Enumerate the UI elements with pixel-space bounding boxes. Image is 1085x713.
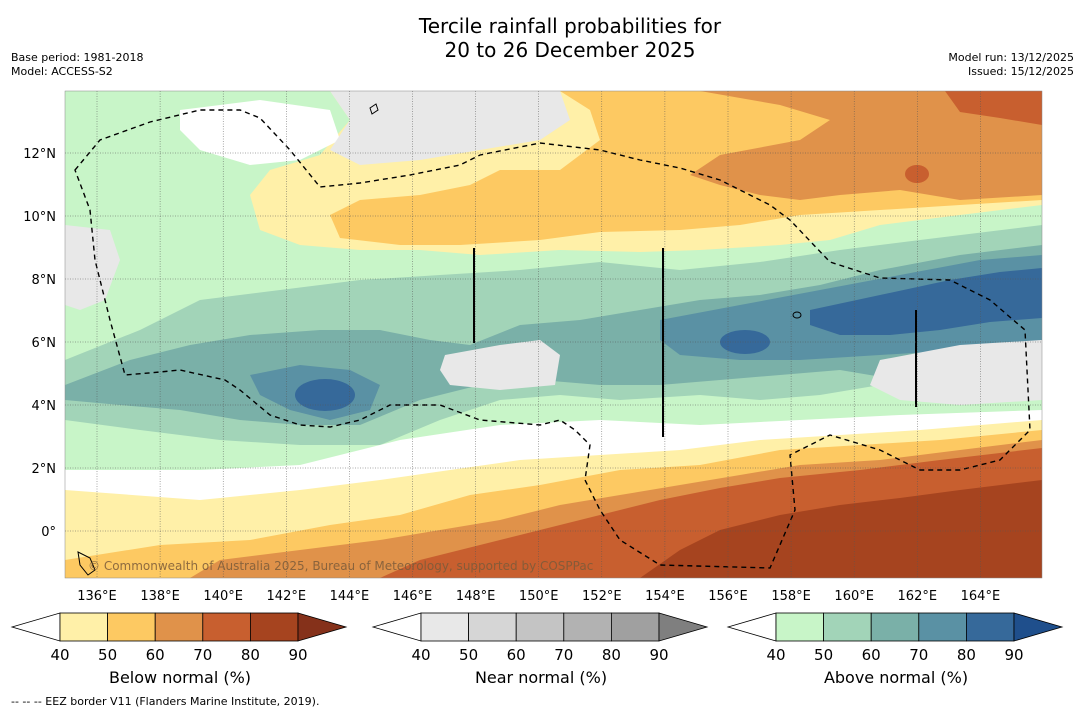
lat-tick-label: 0° (41, 525, 56, 540)
colorbar-tick-label: 50 (98, 646, 117, 664)
colorbar-label-below: Below normal (%) (108, 668, 252, 687)
colorbar-segment (966, 612, 1015, 642)
footnote-eez: -- -- -- EEZ border V11 (Flanders Marine… (11, 695, 320, 708)
colorbar-tick-label: 40 (50, 646, 69, 664)
colorbar-tick-label: 70 (554, 646, 573, 664)
lat-tick-label: 8°N (32, 273, 57, 288)
colorbar-tick-label: 50 (459, 646, 478, 664)
lon-tick-label: 138°E (140, 589, 180, 604)
colorbar-tick-label: 60 (862, 646, 881, 664)
model-name: Model: ACCESS-S2 (11, 65, 113, 78)
region-below-60-north (690, 91, 1042, 200)
lon-tick-label: 150°E (519, 589, 559, 604)
lat-tick-label: 6°N (32, 336, 57, 351)
lon-tick-label: 160°E (834, 589, 874, 604)
meta-right: Model run: 13/12/2025 Issued: 15/12/2025 (948, 51, 1074, 79)
copyright-text: © Commonwealth of Australia 2025, Bureau… (88, 559, 593, 573)
title-line-1: Tercile rainfall probabilities for (418, 14, 722, 38)
colorbar-label-near: Near normal (%) (474, 668, 608, 687)
lat-tick-label: 10°N (23, 210, 56, 225)
model-run: Model run: 13/12/2025 (948, 51, 1074, 64)
region-near-40-mid (440, 340, 560, 390)
eez-border (74, 109, 1031, 569)
lon-tick-label: 144°E (330, 589, 370, 604)
colorbar-segment (420, 612, 469, 642)
probability-field (65, 91, 1042, 578)
region-near-40-west (65, 225, 120, 310)
colorbar-segment (249, 612, 299, 642)
colorbar-tick-label: 60 (146, 646, 165, 664)
lon-tick-label: 148°E (456, 589, 496, 604)
colorbar-segment (918, 612, 967, 642)
region-white-north (180, 100, 340, 165)
issued-date: Issued: 15/12/2025 (967, 65, 1074, 78)
lat-tick-label: 12°N (23, 147, 56, 162)
colorbar-tick-label: 80 (957, 646, 976, 664)
meta-left: Base period: 1981-2018 Model: ACCESS-S2 (11, 51, 143, 79)
colorbar-extend-right (297, 612, 348, 642)
region-near-40-east (870, 340, 1042, 405)
lon-tick-label: 156°E (708, 589, 748, 604)
colorbar-segment (823, 612, 872, 642)
colorbar-layer: 40 50 60 70 80 90 40 50 60 70 80 90 40 50 60 70 80 90 (10, 612, 1064, 664)
colorbar-tick-label: 90 (288, 646, 307, 664)
region-near-40-north (330, 91, 570, 165)
colorbar-tick-label: 90 (1004, 646, 1023, 664)
region-above-80-east (810, 268, 1042, 335)
colorbar-segment (870, 612, 920, 642)
colorbar-tick-label: 40 (766, 646, 785, 664)
colorbar-tick-label: 80 (602, 646, 621, 664)
colorbar-extend-right (1013, 612, 1064, 642)
colorbar-extend-left (371, 612, 422, 642)
colorbar-segment (563, 612, 612, 642)
map-title: Tercile rainfall probabilities for 20 to… (0, 14, 1085, 62)
title-line-2: 20 to 26 December 2025 (444, 38, 696, 62)
lon-tick-label: 142°E (267, 589, 307, 604)
colorbar-tick-label: 70 (909, 646, 928, 664)
lon-tick-label: 136°E (77, 589, 117, 604)
colorbar-extend-right (658, 612, 709, 642)
grid-layer: 136°E 138°E 140°E 142°E 144°E 146°E 148°E 150°E… (23, 91, 1042, 604)
lon-tick-label: 140°E (203, 589, 243, 604)
colorbar-tick-label: 90 (649, 646, 668, 664)
colorbar-tick-label: 40 (411, 646, 430, 664)
colorbar-segment (202, 612, 251, 642)
lat-tick-label: 2°N (32, 462, 57, 477)
lon-tick-label: 162°E (898, 589, 938, 604)
colorbar-segment (59, 612, 108, 642)
region-below-80-south (640, 480, 1042, 578)
colorbar-segment (515, 612, 565, 642)
colorbar-extend-left (726, 612, 777, 642)
colorbar-segment (107, 612, 156, 642)
map-frame (64, 90, 1043, 579)
colorbar-extend-left (10, 612, 61, 642)
lat-tick-label: 4°N (32, 399, 57, 414)
colorbar-tick-label: 70 (193, 646, 212, 664)
island-outline-south (77, 551, 96, 576)
colorbar-tick-label: 60 (507, 646, 526, 664)
island-outline-north (369, 103, 379, 115)
colorbar-tick-label: 80 (241, 646, 260, 664)
colorbar-segment (468, 612, 517, 642)
lon-tick-label: 158°E (771, 589, 811, 604)
region-above-80-spot-west (295, 379, 355, 411)
colorbar-segment (611, 612, 660, 642)
island-outline (792, 311, 802, 319)
lon-tick-label: 154°E (645, 589, 685, 604)
lon-tick-label: 146°E (393, 589, 433, 604)
colorbar-tick-label: 50 (814, 646, 833, 664)
colorbar-label-above: Above normal (%) (823, 668, 969, 687)
region-below-70-spot (905, 165, 929, 183)
region-below-70-north (945, 91, 1042, 125)
lon-tick-label: 164°E (961, 589, 1001, 604)
colorbar-segment (154, 612, 204, 642)
base-period: Base period: 1981-2018 (11, 51, 144, 64)
lon-tick-label: 152°E (582, 589, 622, 604)
colorbar-segment (775, 612, 824, 642)
